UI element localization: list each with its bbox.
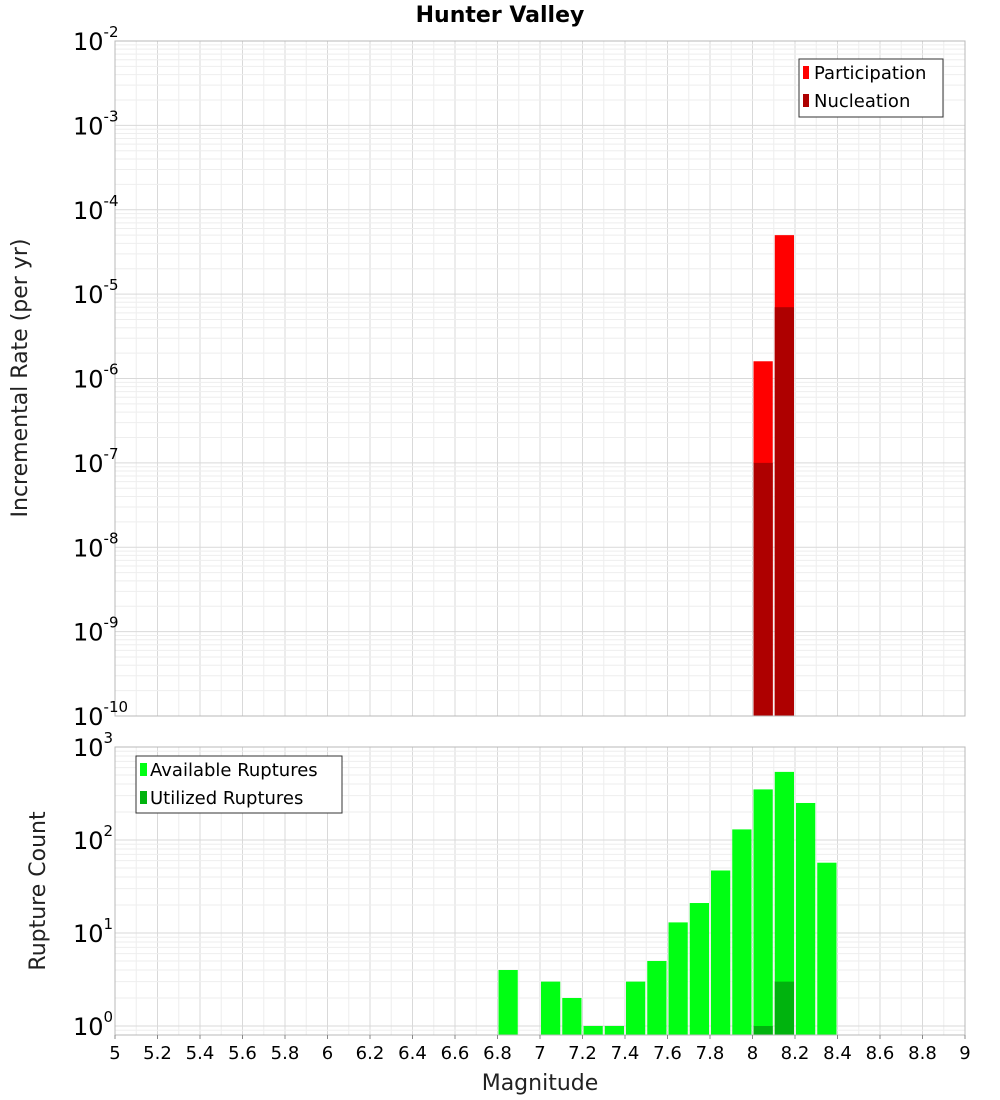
- count-panel-x-ticks: 5 5.2 5.4 5.6 5.8 6 6.2 6.4 6.6 6.8 7 7.2 7.4 7.6 7.8 8…: [109, 1035, 971, 1064]
- count-panel-bars: [498, 771, 837, 1035]
- rate-ytick-label: 10-7: [73, 445, 119, 478]
- x-tick-label: 7.8: [696, 1043, 725, 1064]
- rate-ytick-label: 10-2: [73, 23, 119, 56]
- count-bar-a: [626, 981, 646, 1035]
- x-tick-label: 6.8: [483, 1043, 512, 1064]
- x-tick-label: 5.8: [271, 1043, 300, 1064]
- x-tick-label: 7.2: [568, 1043, 597, 1064]
- chart-title: Hunter Valley: [416, 3, 585, 28]
- rate-legend-box: [798, 58, 944, 118]
- count-bar-b: [774, 981, 794, 1035]
- rate-panel: 10-10 10-9 10-8 10-7 10-6 10-5 10-4 10-3 10-2 In…: [8, 23, 966, 731]
- x-tick-label: 8.6: [866, 1043, 895, 1064]
- count-legend-box: [135, 755, 343, 814]
- rate-legend: Participation Nucleation: [798, 58, 944, 118]
- x-tick-label: 6.2: [356, 1043, 385, 1064]
- rate-panel-bars: [753, 235, 794, 716]
- rate-bar-b: [774, 307, 794, 716]
- x-axis-label: Magnitude: [482, 1071, 599, 1096]
- rate-panel-ylabel: Incremental Rate (per yr): [8, 239, 33, 518]
- rate-ytick-label: 10-10: [73, 698, 128, 731]
- x-tick-label: 5.6: [228, 1043, 257, 1064]
- participation-swatch: [803, 66, 809, 79]
- x-tick-label: 6.4: [398, 1043, 427, 1064]
- count-bar-a: [689, 903, 709, 1035]
- count-bar-b: [753, 1025, 773, 1035]
- rate-ytick-label: 10-4: [73, 192, 119, 225]
- available-legend-label: Available Ruptures: [150, 760, 318, 781]
- x-tick-label: 5.4: [186, 1043, 215, 1064]
- rate-ytick-label: 10-5: [73, 276, 119, 309]
- count-bar-a: [604, 1025, 624, 1035]
- rate-bar-b: [753, 462, 773, 716]
- x-tick-label: 8: [747, 1043, 758, 1064]
- count-bar-a: [732, 829, 752, 1035]
- count-ytick-label: 101: [73, 915, 113, 948]
- count-bar-a: [562, 997, 582, 1035]
- count-bar-a: [774, 771, 794, 1035]
- utilized-swatch: [140, 791, 147, 804]
- nucleation-swatch: [803, 94, 809, 107]
- x-tick-label: 8.2: [781, 1043, 810, 1064]
- count-bar-a: [583, 1025, 603, 1035]
- nucleation-legend-label: Nucleation: [814, 91, 910, 112]
- count-ytick-label: 103: [73, 729, 113, 762]
- x-tick-label: 8.8: [908, 1043, 937, 1064]
- rate-ytick-label: 10-9: [73, 614, 119, 647]
- count-panel-ylabel: Rupture Count: [26, 811, 51, 971]
- x-tick-label: 8.4: [823, 1043, 852, 1064]
- count-bar-a: [541, 981, 561, 1035]
- count-panel-y-ticks: 100 101 102 103: [73, 729, 113, 1041]
- participation-legend-label: Participation: [814, 63, 926, 84]
- x-tick-label: 5: [109, 1043, 120, 1064]
- count-bar-a: [647, 960, 667, 1035]
- x-tick-label: 7.4: [611, 1043, 640, 1064]
- x-tick-label: 6.6: [441, 1043, 470, 1064]
- utilized-legend-label: Utilized Ruptures: [150, 788, 303, 809]
- rate-ytick-label: 10-8: [73, 529, 119, 562]
- x-tick-label: 9: [959, 1043, 970, 1064]
- count-ytick-label: 100: [73, 1008, 113, 1041]
- count-bar-a: [711, 870, 731, 1035]
- rate-panel-grid: [114, 40, 966, 717]
- count-bar-a: [668, 922, 688, 1035]
- rate-ytick-label: 10-3: [73, 107, 119, 140]
- x-tick-label: 5.2: [143, 1043, 172, 1064]
- count-bar-a: [796, 802, 816, 1035]
- rate-panel-y-ticks: 10-10 10-9 10-8 10-7 10-6 10-5 10-4 10-3 10-2: [73, 23, 128, 731]
- count-bar-a: [753, 789, 773, 1035]
- x-tick-label: 7: [534, 1043, 545, 1064]
- count-ytick-label: 102: [73, 822, 113, 855]
- rate-panel-frame: [114, 40, 966, 717]
- available-swatch: [140, 763, 147, 776]
- rate-ytick-label: 10-6: [73, 361, 119, 394]
- count-legend: Available Ruptures Utilized Ruptures: [135, 755, 343, 814]
- count-panel: 100 101 102 103 5 5.2 5.4 5.6 5.8 6 6.2 6.4 6.6 6.8 7…: [26, 729, 971, 1096]
- x-tick-label: 6: [322, 1043, 333, 1064]
- x-tick-label: 7.6: [653, 1043, 682, 1064]
- count-bar-a: [498, 969, 518, 1035]
- count-bar-a: [817, 862, 837, 1035]
